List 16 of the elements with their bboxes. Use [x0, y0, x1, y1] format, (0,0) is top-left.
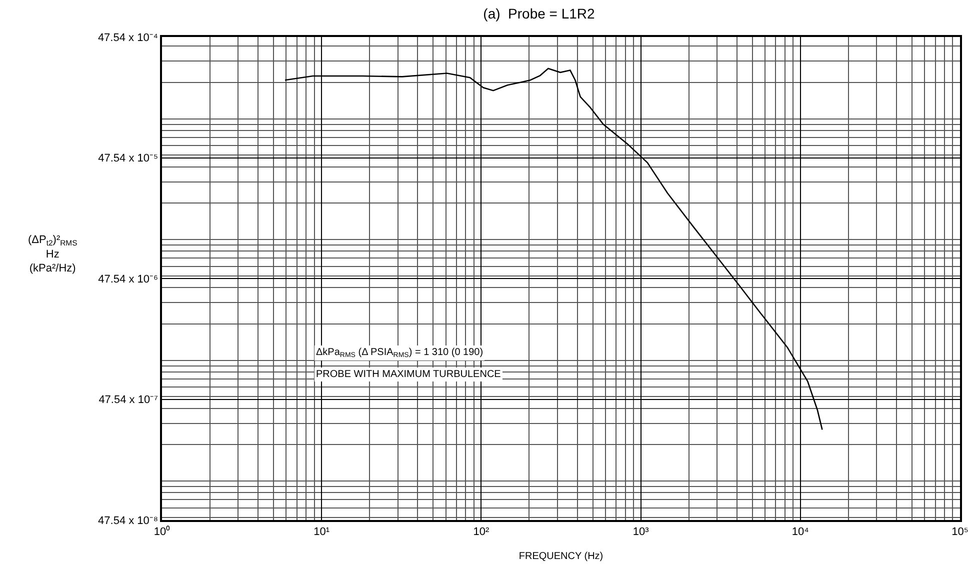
x-tick-label: 10³: [632, 526, 650, 538]
y-tick-label: 47.54 x 10⁻⁴: [98, 32, 158, 44]
chart-title: (a) Probe = L1R2: [483, 6, 596, 22]
y-axis-title: (ΔP$_{t2}$)²$_{RMS}$ Hz (kPa²/Hz): [28, 234, 78, 275]
annotation: ΔkPa$_{RMS}$ (Δ PSIA$_{RMS}$) = 1 310 (0 190): [316, 347, 484, 360]
x-tick-label: 10⁰: [154, 524, 170, 538]
y-tick-label: 47.54 x 10⁻⁷: [98, 394, 158, 406]
x-tick-label: 10⁵: [952, 526, 968, 538]
annotation: PROBE WITH MAXIMUM TURBULENCE: [316, 369, 502, 380]
x-tick-label: 10⁴: [792, 526, 810, 538]
x-axis-title: FREQUENCY (Hz): [518, 550, 604, 562]
x-tick-label: 10²: [473, 526, 490, 538]
y-tick-label: 47.54 x 10⁻⁶: [98, 273, 158, 286]
y-tick-label: 47.54 x 10⁻⁸: [98, 514, 158, 527]
y-tick-label: 47.54 x 10⁻⁵: [98, 152, 158, 165]
x-tick-label: 10¹: [314, 526, 330, 538]
